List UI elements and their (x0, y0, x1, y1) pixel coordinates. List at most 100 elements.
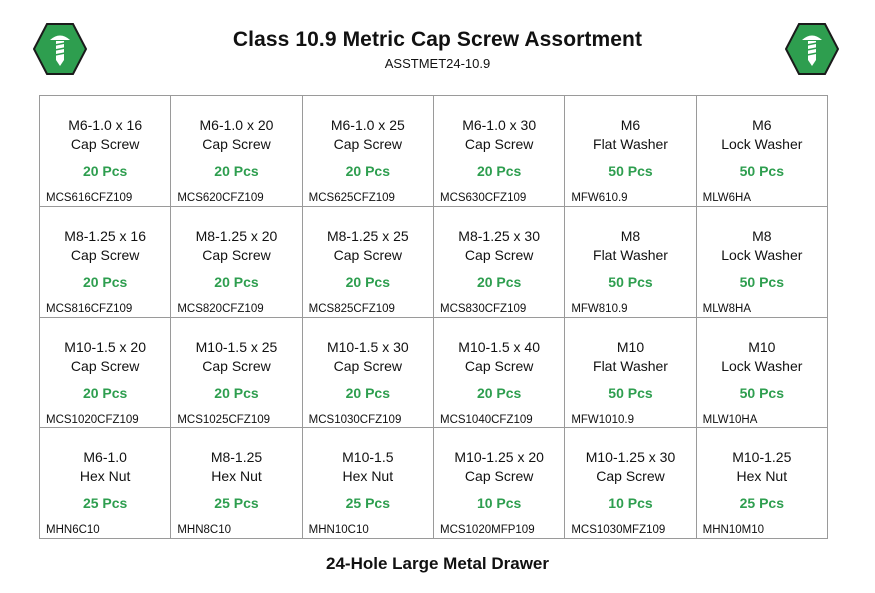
item-quantity: 20 Pcs (82, 273, 128, 290)
grid-cell: M10-1.25 x 30 Cap Screw 10 Pcs MCS1030MF… (565, 428, 697, 539)
grid-cell: M6-1.0 x 20 Cap Screw 20 Pcs MCS620CFZ10… (171, 96, 303, 207)
grid-cell: M8-1.25 x 20 Cap Screw 20 Pcs MCS820CFZ1… (171, 206, 303, 318)
item-type: Flat Washer (593, 136, 668, 152)
grid-cell: M10-1.5 x 20 Cap Screw 20 Pcs MCS1020CFZ… (40, 317, 172, 429)
item-quantity: 25 Pcs (345, 495, 390, 512)
item-size: M10-1.5 x 25 (195, 338, 278, 355)
item-size: M10-1.25 x 30 (585, 449, 676, 466)
item-type: Hex Nut (211, 468, 262, 485)
footer-label: 24-Hole Large Metal Drawer (326, 554, 549, 573)
item-size: M8 (620, 227, 641, 244)
item-size: M6 (752, 117, 772, 133)
grid-cell: M6-1.0 x 16 Cap Screw 20 Pcs MCS616CFZ10… (40, 96, 172, 207)
item-part-number: MFW610.9 (571, 192, 628, 204)
item-quantity: 20 Pcs (214, 273, 259, 290)
item-quantity: 20 Pcs (82, 163, 128, 179)
item-size: M8-1.25 x 30 (458, 227, 541, 244)
item-size: M10-1.25 (732, 449, 792, 466)
grid-cell: M10-1.5 x 30 Cap Screw 20 Pcs MCS1030CFZ… (302, 317, 434, 429)
item-size: M8-1.25 x 16 (64, 227, 147, 244)
hex-screw-icon (33, 23, 87, 75)
item-quantity: 20 Pcs (82, 384, 128, 401)
item-part-number: MCS1030MFZ109 (571, 524, 666, 537)
item-part-number: MCS1020CFZ109 (46, 413, 139, 426)
item-size: M10-1.5 x 20 (64, 338, 147, 355)
item-type: Cap Screw (202, 357, 271, 374)
item-type: Flat Washer (593, 246, 668, 263)
item-part-number: MFW1010.9 (571, 413, 634, 426)
item-quantity: 25 Pcs (82, 495, 128, 512)
item-quantity: 20 Pcs (476, 384, 522, 401)
page-title: Class 10.9 Metric Cap Screw Assortment (232, 28, 643, 51)
grid-cell: M8-1.25 x 16 Cap Screw 20 Pcs MCS816CFZ1… (40, 206, 172, 318)
item-size: M10 (616, 338, 645, 355)
item-size: M6-1.0 x 20 (199, 117, 274, 133)
item-size: M6-1.0 x 30 (462, 117, 537, 133)
item-part-number: MCS1040CFZ109 (439, 413, 533, 426)
item-type: Hex Nut (736, 468, 788, 485)
grid-cell: M8-1.25 x 25 Cap Screw 20 Pcs MCS825CFZ1… (302, 206, 434, 318)
item-size: M8-1.25 (210, 449, 263, 466)
item-type: Cap Screw (202, 246, 271, 263)
item-part-number: MLW8HA (702, 302, 752, 315)
item-size: M6-1.0 x 16 (68, 117, 143, 133)
item-type: Cap Screw (202, 136, 271, 152)
grid-cell: M6-1.0 Hex Nut 25 Pcs MHN6C10 (40, 428, 172, 539)
grid-cell: M10-1.5 Hex Nut 25 Pcs MHN10C10 (302, 428, 434, 539)
item-type: Cap Screw (70, 357, 140, 374)
item-size: M10 (748, 338, 776, 355)
item-size: M6 (620, 117, 641, 133)
grid-cell: M8-1.25 x 30 Cap Screw 20 Pcs MCS830CFZ1… (433, 206, 566, 318)
item-quantity: 10 Pcs (608, 495, 653, 512)
item-part-number: MCS625CFZ109 (308, 192, 395, 204)
grid-cell: M10-1.5 x 40 Cap Screw 20 Pcs MCS1040CFZ… (433, 317, 566, 429)
page-subtitle: ASSTMET24-10.9 (384, 56, 491, 71)
hex-screw-icon (785, 23, 839, 75)
item-type: Cap Screw (70, 246, 140, 263)
item-size: M6-1.0 x 25 (330, 117, 405, 133)
item-type: Cap Screw (464, 468, 534, 485)
item-part-number: MCS825CFZ109 (308, 302, 395, 315)
item-type: Hex Nut (79, 468, 131, 485)
item-quantity: 50 Pcs (608, 163, 653, 179)
grid-cell: M8 Flat Washer 50 Pcs MFW810.9 (565, 206, 697, 318)
grid-cell: M10 Flat Washer 50 Pcs MFW1010.9 (565, 317, 697, 429)
item-part-number: MCS820CFZ109 (177, 302, 264, 315)
grid-cell: M8-1.25 Hex Nut 25 Pcs MHN8C10 (171, 428, 303, 539)
item-type: Lock Washer (721, 136, 803, 152)
item-size: M10-1.5 x 30 (326, 338, 409, 355)
item-quantity: 20 Pcs (345, 163, 390, 179)
grid-cell: M6-1.0 x 30 Cap Screw 20 Pcs MCS630CFZ10… (433, 96, 566, 207)
item-quantity: 20 Pcs (476, 273, 522, 290)
grid-cell: M10-1.5 x 25 Cap Screw 20 Pcs MCS1025CFZ… (171, 317, 303, 429)
item-size: M8-1.25 x 20 (195, 227, 278, 244)
item-part-number: MCS616CFZ109 (46, 192, 133, 204)
item-part-number: MHN10M10 (702, 524, 765, 537)
item-type: Hex Nut (342, 468, 394, 485)
item-part-number: MLW10HA (702, 413, 758, 426)
item-quantity: 50 Pcs (608, 384, 653, 401)
item-part-number: MHN10C10 (308, 524, 369, 537)
item-type: Cap Screw (596, 468, 665, 485)
item-quantity: 20 Pcs (345, 273, 390, 290)
item-size: M8-1.25 x 25 (326, 227, 409, 244)
item-quantity: 50 Pcs (608, 273, 653, 290)
item-type: Cap Screw (333, 246, 403, 263)
grid-cell: M8 Lock Washer 50 Pcs MLW8HA (696, 206, 828, 318)
item-type: Cap Screw (464, 246, 534, 263)
grid-cell: M10-1.25 x 20 Cap Screw 10 Pcs MCS1020MF… (433, 428, 566, 539)
item-part-number: MLW6HA (702, 192, 752, 204)
item-type: Lock Washer (721, 357, 803, 374)
grid-cell: M6 Lock Washer 50 Pcs MLW6HA (696, 96, 828, 207)
item-part-number: MCS1030CFZ109 (308, 413, 402, 426)
item-type: Cap Screw (70, 136, 140, 152)
grid-cell: M6 Flat Washer 50 Pcs MFW610.9 (565, 96, 697, 207)
item-type: Lock Washer (721, 246, 803, 263)
item-part-number: MCS1025CFZ109 (177, 413, 271, 426)
item-size: M6-1.0 (83, 449, 127, 466)
item-type: Cap Screw (464, 357, 534, 374)
item-type: Cap Screw (333, 136, 403, 152)
item-quantity: 10 Pcs (476, 495, 522, 512)
item-part-number: MCS830CFZ109 (439, 302, 527, 315)
item-part-number: MCS620CFZ109 (177, 192, 264, 204)
